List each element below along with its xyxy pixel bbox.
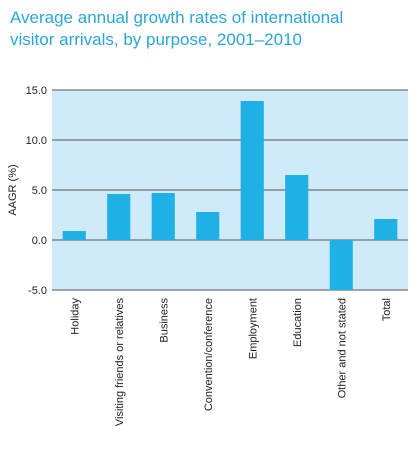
bar [374, 219, 398, 240]
y-tick-label: 15.0 [26, 85, 47, 97]
bar [196, 212, 220, 240]
x-tick-label: Holiday [69, 298, 81, 335]
bar [240, 101, 264, 240]
bar [329, 240, 353, 290]
bar [285, 175, 309, 240]
y-axis-label: AAGR (%) [7, 164, 19, 215]
y-tick-label: 5.0 [32, 185, 47, 197]
y-tick-label: -5.0 [28, 285, 47, 297]
bar [62, 231, 86, 240]
x-tick-label: Other and not stated [336, 298, 348, 398]
x-tick-label: Business [158, 298, 170, 343]
y-tick-label: 10.0 [26, 135, 47, 147]
x-tick-label: Convention/conference [203, 298, 215, 411]
x-tick-label: Visiting friends or relatives [114, 298, 126, 427]
y-tick-label: 0.0 [32, 235, 47, 247]
x-tick-label: Total [381, 298, 393, 321]
bar [107, 194, 131, 240]
x-tick-label: Education [292, 298, 304, 347]
chart-title-line-2: visitor arrivals, by purpose, 2001–2010 [10, 30, 302, 49]
bar [151, 193, 175, 240]
x-tick-label: Employment [247, 298, 259, 359]
chart-title-line-1: Average annual growth rates of internati… [10, 8, 344, 27]
chart-title: Average annual growth rates of internati… [10, 7, 410, 51]
